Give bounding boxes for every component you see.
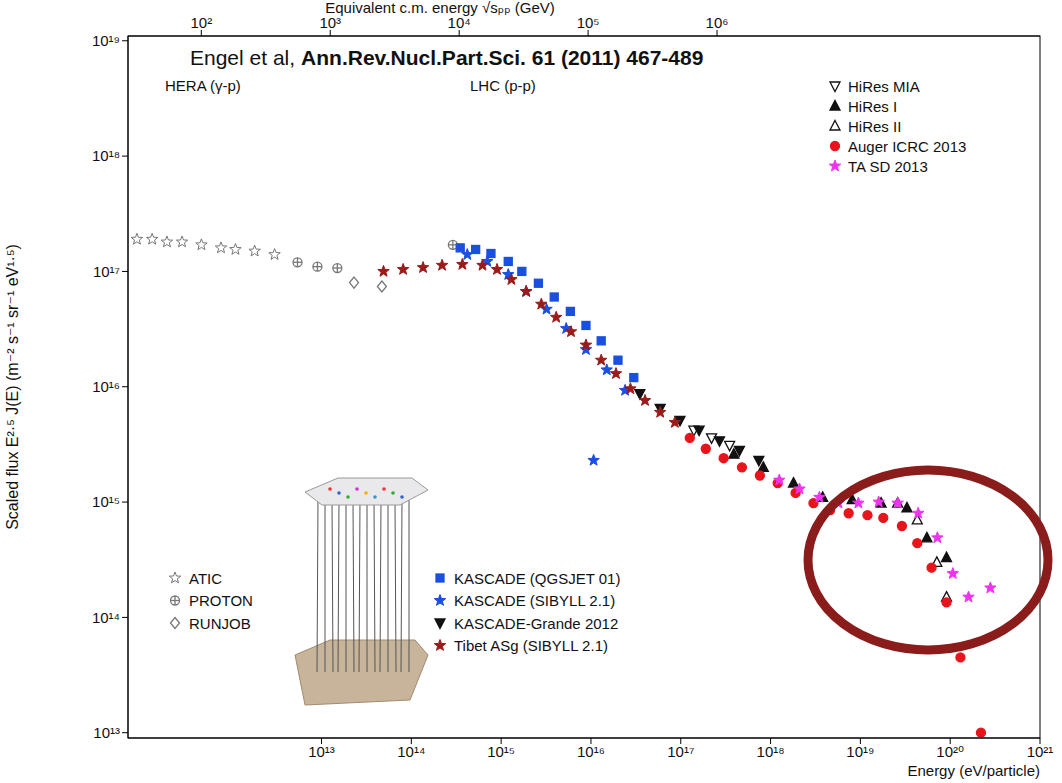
svg-text:Tibet ASg (SIBYLL 2.1): Tibet ASg (SIBYLL 2.1) <box>454 637 608 654</box>
svg-text:10³: 10³ <box>319 14 341 31</box>
svg-text:10¹⁹: 10¹⁹ <box>846 743 874 760</box>
svg-text:10¹⁸: 10¹⁸ <box>757 743 785 760</box>
svg-text:Auger ICRC 2013: Auger ICRC 2013 <box>848 138 966 155</box>
svg-text:10¹⁴: 10¹⁴ <box>397 743 425 760</box>
svg-text:10⁶: 10⁶ <box>706 14 729 31</box>
svg-text:10¹⁶: 10¹⁶ <box>92 378 120 395</box>
svg-text:10¹⁶: 10¹⁶ <box>577 743 605 760</box>
svg-text:HERA (γ-p): HERA (γ-p) <box>165 77 241 94</box>
svg-text:10²¹: 10²¹ <box>1027 743 1054 760</box>
svg-text:10¹⁷: 10¹⁷ <box>667 743 694 760</box>
svg-text:Engel et al,Ann.Rev.Nucl.Part.: Engel et al,Ann.Rev.Nucl.Part.Sci. 61 (2… <box>190 46 703 69</box>
svg-text:10¹⁸: 10¹⁸ <box>92 147 120 164</box>
svg-text:10⁵: 10⁵ <box>577 14 600 31</box>
svg-text:10¹⁷: 10¹⁷ <box>93 263 120 280</box>
svg-text:10¹⁵: 10¹⁵ <box>92 493 120 510</box>
svg-text:10²⁰: 10²⁰ <box>936 743 964 760</box>
svg-text:10¹⁴: 10¹⁴ <box>92 609 120 626</box>
svg-text:ATIC: ATIC <box>189 570 222 587</box>
svg-text:TA SD 2013: TA SD 2013 <box>848 158 928 175</box>
svg-text:LHC (p-p): LHC (p-p) <box>470 77 536 94</box>
svg-text:10⁴: 10⁴ <box>448 14 471 31</box>
svg-text:Energy (eV/particle): Energy (eV/particle) <box>907 762 1040 779</box>
svg-text:KASCADE-Grande 2012: KASCADE-Grande 2012 <box>454 615 618 632</box>
svg-text:HiRes II: HiRes II <box>848 118 901 135</box>
svg-text:KASCADE (QGSJET 01): KASCADE (QGSJET 01) <box>454 570 620 587</box>
svg-text:PROTON: PROTON <box>189 592 253 609</box>
svg-text:10¹⁹: 10¹⁹ <box>92 32 120 49</box>
svg-text:Scaled flux E²·⁵ J(E) (m⁻²: Scaled flux E²·⁵ J(E) (m⁻² s⁻¹ sr⁻¹ eV¹·… <box>4 244 21 530</box>
svg-text:Equivalent c.m. energy √sₚₚ: Equivalent c.m. energy √sₚₚ (GeV) <box>325 0 555 16</box>
svg-text:10¹³: 10¹³ <box>308 743 335 760</box>
svg-text:RUNJOB: RUNJOB <box>189 615 251 632</box>
svg-text:10¹⁵: 10¹⁵ <box>487 743 515 760</box>
svg-text:KASCADE (SIBYLL 2.1): KASCADE (SIBYLL 2.1) <box>454 592 615 609</box>
svg-text:HiRes MIA: HiRes MIA <box>848 78 920 95</box>
svg-text:10¹³: 10¹³ <box>93 724 120 741</box>
svg-text:10²: 10² <box>190 14 212 31</box>
svg-text:HiRes I: HiRes I <box>848 98 897 115</box>
